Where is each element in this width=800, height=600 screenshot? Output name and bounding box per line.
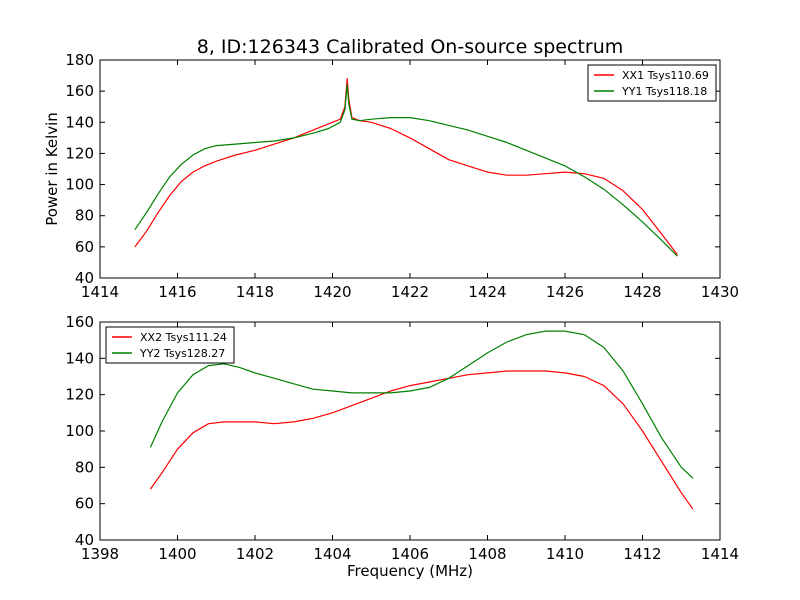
top-legend-box — [587, 64, 717, 102]
bottom-x-tick-label-6: 1410 — [546, 545, 584, 563]
top-y-tick-label-3: 100 — [65, 176, 94, 194]
bottom-y-tick-label-2: 80 — [75, 458, 94, 476]
bottom-x-tick-label-8: 1414 — [701, 545, 739, 563]
top-x-tick-label-4: 1422 — [391, 283, 429, 301]
bottom-series-line-1 — [149, 330, 694, 479]
top-panel: 1414 1416 1418 1420 1422 1424 1426 1428 1430 40 60… — [65, 51, 739, 301]
top-x-tick-label-3: 1420 — [313, 283, 351, 301]
chart-title-top: 8, ID:126343 Calibrated On-source spectr… — [197, 36, 624, 58]
top-x-tick-label-2: 1418 — [236, 283, 274, 301]
bottom-x-tick-label-4: 1406 — [391, 545, 429, 563]
top-legend-label-1: YY1 Tsys118.18 — [621, 85, 707, 98]
top-legend: XX1 Tsys110.69 YY1 Tsys118.18 — [587, 64, 717, 102]
top-y-tick-label-5: 140 — [65, 113, 94, 131]
bottom-legend-box — [105, 326, 235, 364]
top-x-tick-label-7: 1428 — [623, 283, 661, 301]
bottom-legend-label-1: YY2 Tsys128.27 — [139, 347, 225, 360]
bottom-y-tick-label-3: 100 — [65, 422, 94, 440]
top-y-tick-label-4: 120 — [65, 144, 94, 162]
top-legend-label-0: XX1 Tsys110.69 — [622, 69, 709, 82]
top-x-tick-label-8: 1430 — [701, 283, 739, 301]
bottom-y-tick-label-0: 40 — [75, 531, 94, 549]
top-y-tick-label-7: 180 — [65, 51, 94, 69]
bottom-y-tick-label-5: 140 — [65, 349, 94, 367]
bottom-panel: 1398 1400 1402 1404 1406 1408 1410 1412 1414 40 60… — [65, 313, 739, 563]
y-axis-label-top: Power in Kelvin — [43, 112, 61, 226]
bottom-series-line-0 — [149, 370, 694, 510]
top-series-line-1 — [134, 84, 678, 257]
bottom-x-tick-label-5: 1408 — [468, 545, 506, 563]
bottom-x-tick-label-3: 1404 — [313, 545, 351, 563]
bottom-x-tick-label-0: 1398 — [81, 545, 119, 563]
bottom-legend-label-0: XX2 Tsys111.24 — [140, 331, 227, 344]
top-y-tick-label-1: 60 — [75, 238, 94, 256]
bottom-legend: XX2 Tsys111.24 YY2 Tsys128.27 — [105, 326, 235, 364]
top-y-tick-label-0: 40 — [75, 269, 94, 287]
top-x-tick-label-6: 1426 — [546, 283, 584, 301]
top-x-tick-label-5: 1424 — [468, 283, 506, 301]
bottom-y-tick-label-6: 160 — [65, 313, 94, 331]
x-axis-label-bottom: Frequency (MHz) — [347, 562, 473, 580]
top-y-tick-label-2: 80 — [75, 207, 94, 225]
bottom-x-tick-label-2: 1402 — [236, 545, 274, 563]
top-x-tick-label-0: 1414 — [81, 283, 119, 301]
bottom-y-tick-label-4: 120 — [65, 386, 94, 404]
top-y-tick-label-6: 160 — [65, 82, 94, 100]
bottom-y-tick-label-1: 60 — [75, 495, 94, 513]
bottom-x-tick-label-1: 1400 — [158, 545, 196, 563]
bottom-x-tick-label-7: 1412 — [623, 545, 661, 563]
top-x-tick-label-1: 1416 — [158, 283, 196, 301]
